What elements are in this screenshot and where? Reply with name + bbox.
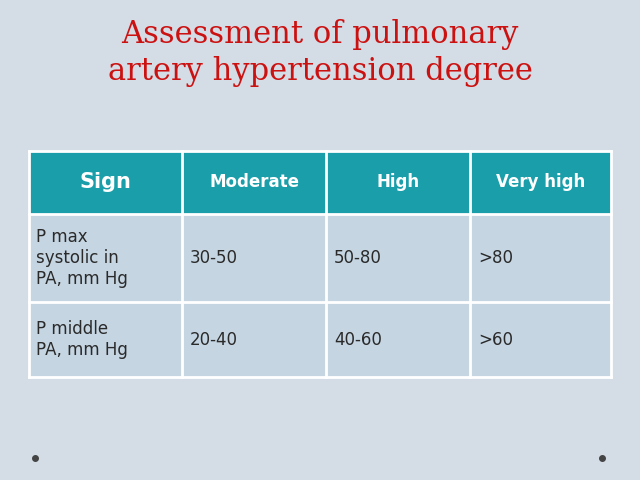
Text: Moderate: Moderate (209, 173, 300, 192)
Text: Sign: Sign (79, 172, 132, 192)
Text: >80: >80 (478, 249, 513, 267)
Text: P max
systolic in
PA, mm Hg: P max systolic in PA, mm Hg (36, 228, 129, 288)
Text: Assessment of pulmonary
artery hypertension degree: Assessment of pulmonary artery hypertens… (108, 19, 532, 87)
Text: 30-50: 30-50 (190, 249, 238, 267)
Text: 50-80: 50-80 (334, 249, 382, 267)
FancyBboxPatch shape (29, 214, 611, 302)
Text: Very high: Very high (496, 173, 586, 192)
Text: >60: >60 (478, 331, 513, 348)
Text: 40-60: 40-60 (334, 331, 382, 348)
Text: P middle
PA, mm Hg: P middle PA, mm Hg (36, 320, 129, 360)
Text: High: High (377, 173, 420, 192)
FancyBboxPatch shape (29, 302, 611, 377)
Text: 20-40: 20-40 (190, 331, 238, 348)
FancyBboxPatch shape (29, 151, 611, 214)
